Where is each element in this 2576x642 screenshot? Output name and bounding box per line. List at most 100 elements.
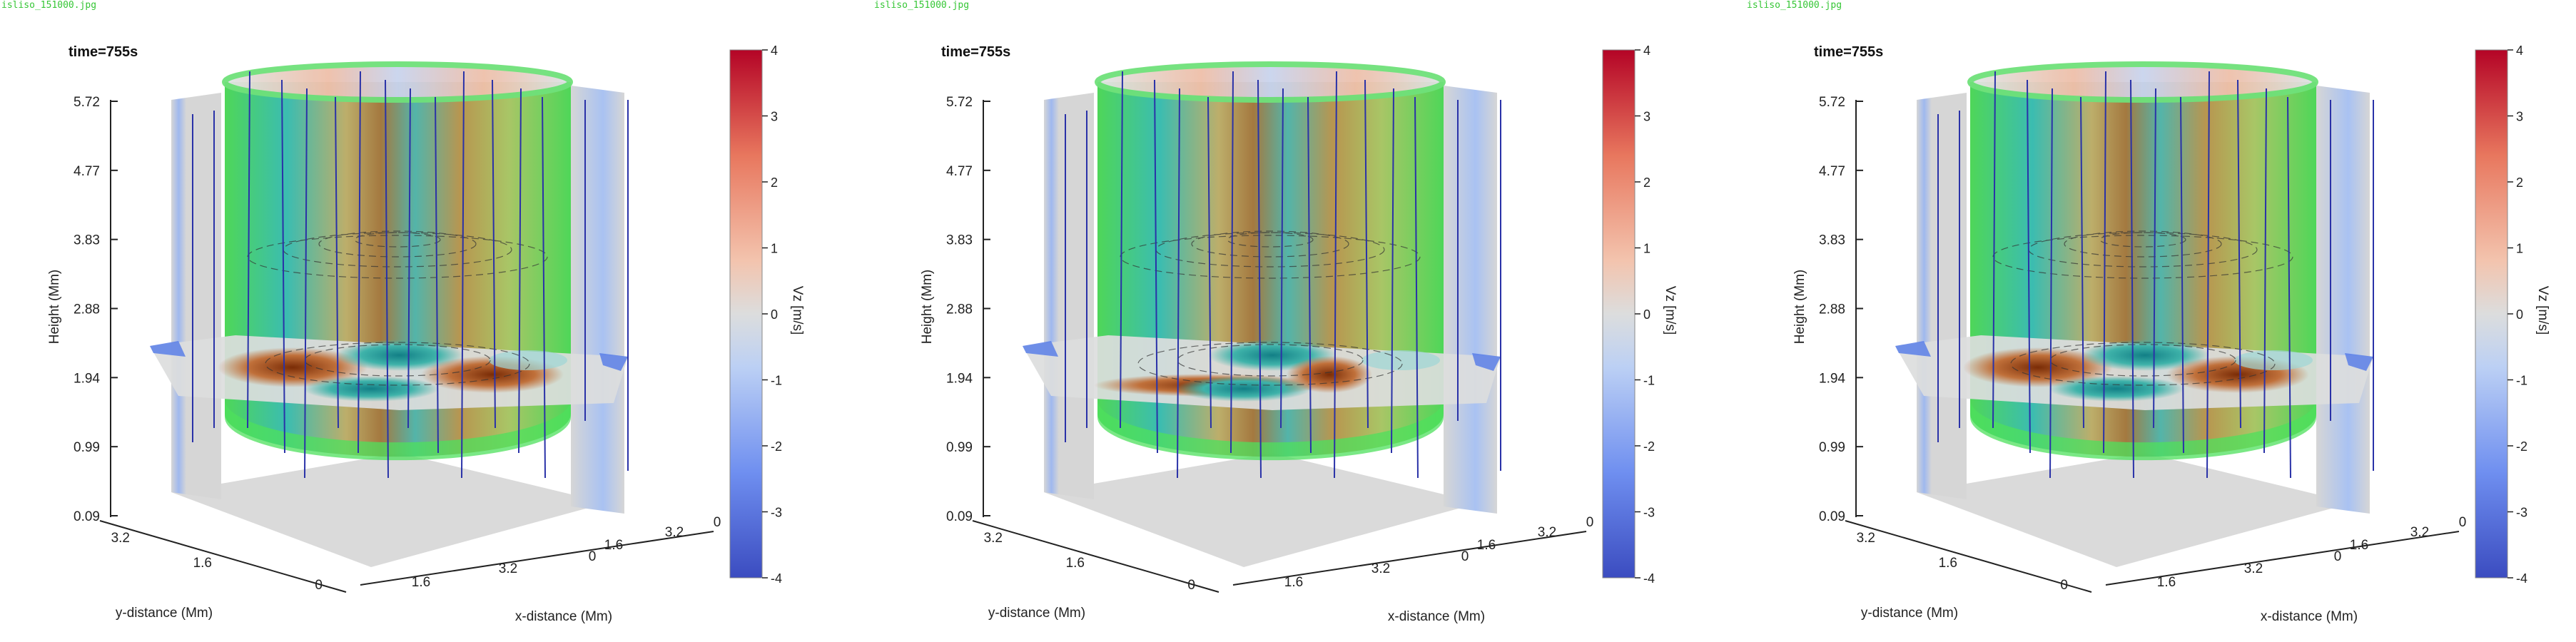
z-tick-label: 0.99 xyxy=(1819,440,1845,455)
colorbar: Vz [m/s] 4 3 2 1 0 -1 -2 -3 -4 xyxy=(1602,44,1678,586)
field-line xyxy=(2027,79,2031,454)
colorbar: Vz [m/s] 4 3 2 1 0 -1 -2 -3 -4 xyxy=(2475,44,2550,586)
z-axis-label: Height (Mm) xyxy=(1792,270,1807,345)
colorbar-tick-label: 3 xyxy=(771,110,778,124)
x-axis: x-distance (Mm) 1.6 3.2 0 1.6 3.2 0 xyxy=(2105,515,2467,624)
3d-plot: Height (Mm) 0.09 0.99 1.94 2.88 3.83 4.77 5.72… xyxy=(920,44,1678,624)
z-axis: Height (Mm) 0.09 0.99 1.94 2.88 3.83 4.77 5.72 xyxy=(47,95,118,524)
y-tick-label: 3.2 xyxy=(111,531,130,546)
z-axis-label: Height (Mm) xyxy=(920,270,935,345)
z-axis: Height (Mm) 0.09 0.99 1.94 2.88 3.83 4.77 5.72 xyxy=(1792,95,1863,524)
x-axis: x-distance (Mm) 1.6 3.2 0 1.6 3.2 0 xyxy=(1232,515,1593,624)
field-line xyxy=(2080,96,2084,429)
y-tick-label: 3.2 xyxy=(984,531,1003,546)
colorbar-tick-label: -1 xyxy=(771,374,782,388)
colorbar-label: Vz [m/s] xyxy=(1663,286,1678,335)
z-tick-label: 2.88 xyxy=(73,302,100,317)
colorbar-tick-label: 2 xyxy=(771,175,778,190)
cylinder-bottom xyxy=(1097,399,1444,461)
field-line xyxy=(461,71,465,479)
colorbar-tick-label: -4 xyxy=(1643,571,1655,586)
field-line xyxy=(304,88,308,479)
z-tick-label: 5.72 xyxy=(1819,95,1845,110)
field-line xyxy=(1154,79,1158,454)
colorbar-tick-label: 4 xyxy=(1643,44,1650,58)
time-label: time=755s xyxy=(69,44,138,61)
x-tick-label: 0 xyxy=(2334,549,2342,564)
z-tick-label: 0.99 xyxy=(946,440,973,455)
x-tick-label: 3.2 xyxy=(499,561,517,576)
x-axis-label: x-distance (Mm) xyxy=(1388,609,1485,624)
colorbar-tick-label: -1 xyxy=(1643,374,1655,388)
y-tick-label: 1.6 xyxy=(193,556,212,571)
field-line xyxy=(492,79,496,429)
field-line xyxy=(2206,71,2210,479)
x-tick-label: 1.6 xyxy=(2157,575,2176,590)
colorbar-tick-label: -2 xyxy=(1643,439,1655,454)
cylinder-top xyxy=(222,61,573,103)
y-axis-label: y-distance (Mm) xyxy=(116,606,213,621)
time-label: time=755s xyxy=(941,44,1010,61)
floor-plane xyxy=(1044,453,1479,567)
colorbar-tick-label: 2 xyxy=(1643,175,1650,190)
time-value: 755s xyxy=(978,44,1011,60)
z-tick-label: 3.83 xyxy=(1819,233,1845,248)
z-tick-label: 0.09 xyxy=(73,509,100,524)
slice-velocity-pattern xyxy=(1963,340,2313,402)
z-axis-label: Height (Mm) xyxy=(47,270,62,345)
field-line xyxy=(2130,79,2134,479)
y-axis: y-distance (Mm) 3.2 1.6 0 xyxy=(1845,520,2092,621)
field-line xyxy=(1364,79,1369,429)
field-line xyxy=(1207,96,1212,429)
colorbar-tick-label: -2 xyxy=(2516,439,2527,454)
y-tick-label: 1.6 xyxy=(1939,556,1957,571)
colorbar: Vz [m/s] 4 3 2 1 0 -1 -2 -3 -4 xyxy=(729,44,805,586)
y-tick-label: 0 xyxy=(1187,578,1195,593)
time-prefix: time= xyxy=(1814,44,1852,60)
x-axis-label: x-distance (Mm) xyxy=(2261,609,2358,624)
colorbar-tick-label: 0 xyxy=(2516,307,2523,322)
colorbar-tick-label: 3 xyxy=(1643,110,1650,124)
field-line xyxy=(1391,88,1394,454)
field-line xyxy=(1334,71,1337,479)
filename-label: isliso_151000.jpg xyxy=(1,0,97,11)
floor-plane xyxy=(1917,453,2352,567)
field-line xyxy=(1307,96,1312,454)
time-value: 755s xyxy=(106,44,138,60)
3d-plot: Height (Mm) 0.09 0.99 1.94 2.88 3.83 4.77 5.72… xyxy=(47,44,805,624)
time-label: time=755s xyxy=(1814,44,1883,61)
x-tick-label: 3.2 xyxy=(1538,525,1556,540)
field-line xyxy=(2049,88,2053,479)
y-tick-label: 0 xyxy=(2060,578,2068,593)
filename-label: isliso_151000.jpg xyxy=(1747,0,1842,11)
field-line xyxy=(2237,79,2241,429)
y-axis-label: y-distance (Mm) xyxy=(1861,606,1958,621)
cylinder-top xyxy=(1967,61,2318,103)
colorbar-tick-label: -4 xyxy=(2516,571,2527,586)
colorbar-label: Vz [m/s] xyxy=(2535,286,2550,335)
x-tick-label: 0 xyxy=(589,549,597,564)
magnetic-field-lines xyxy=(1065,71,1501,479)
3d-plot: Height (Mm) 0.09 0.99 1.94 2.88 3.83 4.77 5.72… xyxy=(1792,44,2550,624)
colorbar-tick-label: -3 xyxy=(2516,506,2527,520)
z-tick-label: 3.83 xyxy=(946,233,973,248)
z-tick-label: 4.77 xyxy=(73,164,100,179)
x-tick-label: 0 xyxy=(2459,515,2467,530)
z-tick-label: 5.72 xyxy=(946,95,973,110)
z-tick-label: 5.72 xyxy=(73,95,100,110)
z-tick-label: 4.77 xyxy=(946,164,973,179)
x-tick-label: 3.2 xyxy=(2410,525,2429,540)
cylinder-bottom xyxy=(225,399,572,461)
field-line xyxy=(1120,71,1123,429)
time-prefix: time= xyxy=(941,44,979,60)
z-tick-label: 1.94 xyxy=(946,371,973,386)
field-line xyxy=(385,79,389,479)
x-tick-label: 3.2 xyxy=(1371,561,1390,576)
colorbar-tick-label: 3 xyxy=(2516,110,2523,124)
colorbar-tick-label: 4 xyxy=(2516,44,2523,58)
x-tick-label: 0 xyxy=(1461,549,1469,564)
colorbar-tick-label: -2 xyxy=(771,439,782,454)
x-tick-label: 1.6 xyxy=(604,538,623,553)
x-tick-label: 3.2 xyxy=(2244,561,2263,576)
colorbar-tick-label: 1 xyxy=(1643,242,1650,256)
